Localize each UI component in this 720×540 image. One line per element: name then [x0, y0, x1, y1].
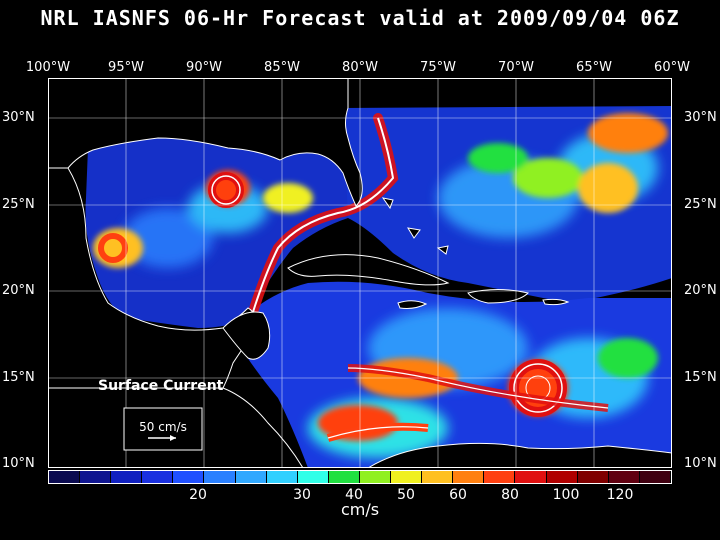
lat-label: 10°N: [2, 456, 35, 471]
legend-box: [123, 407, 203, 451]
colorbar-tick: 60: [449, 487, 467, 503]
lon-label: 90°W: [186, 60, 222, 75]
colorbar: [48, 470, 672, 484]
colorbar-swatch: [235, 471, 267, 483]
colorbar-swatch: [484, 471, 516, 483]
lat-label: 15°N: [2, 370, 35, 385]
ocean-field: [85, 106, 672, 468]
colorbar-units: cm/s: [340, 500, 380, 519]
lat-label: 25°N: [684, 197, 717, 212]
colorbar-swatch: [80, 471, 112, 483]
lon-label: 95°W: [108, 60, 144, 75]
lat-label: 10°N: [684, 456, 717, 471]
legend-reference: 50 cm/s: [139, 420, 187, 434]
graticule: [48, 78, 672, 468]
colorbar-tick: 20: [189, 487, 207, 503]
colorbar-tick: 80: [501, 487, 519, 503]
lat-label: 15°N: [684, 370, 717, 385]
lon-label: 85°W: [264, 60, 300, 75]
colorbar-swatch: [515, 471, 547, 483]
colorbar-swatch: [608, 471, 640, 483]
colorbar-swatch: [204, 471, 236, 483]
colorbar-tick: 50: [397, 487, 415, 503]
colorbar-swatch: [297, 471, 329, 483]
lat-label: 20°N: [2, 283, 35, 298]
lon-label: 75°W: [420, 60, 456, 75]
colorbar-swatch: [328, 471, 360, 483]
colorbar-swatch: [546, 471, 578, 483]
colorbar-swatch: [453, 471, 485, 483]
lon-label: 65°W: [576, 60, 612, 75]
lon-label: 80°W: [342, 60, 378, 75]
lon-label: 60°W: [654, 60, 690, 75]
lat-label: 20°N: [684, 283, 717, 298]
colorbar-swatch: [391, 471, 423, 483]
colorbar-tick: 40: [345, 487, 363, 503]
colorbar-swatch: [111, 471, 143, 483]
current-map: [48, 78, 672, 468]
lat-label: 30°N: [2, 110, 35, 125]
colorbar-swatch: [639, 471, 671, 483]
map-frame: [48, 78, 672, 468]
colorbar-swatch: [266, 471, 298, 483]
colorbar-swatch: [49, 471, 81, 483]
colorbar-tick: 120: [606, 487, 634, 503]
lat-label: 25°N: [2, 197, 35, 212]
colorbar-swatch: [359, 471, 392, 483]
colorbar-swatch: [422, 471, 454, 483]
colorbar-swatch: [142, 471, 174, 483]
land: [48, 78, 672, 468]
colorbar-swatch: [173, 471, 205, 483]
colorbar-tick: 100: [552, 487, 580, 503]
legend-title: Surface Current: [98, 378, 224, 394]
lon-label: 70°W: [498, 60, 534, 75]
colorbar-tick: 30: [293, 487, 311, 503]
map-title: NRL IASNFS 06-Hr Forecast valid at 2009/…: [40, 6, 680, 30]
lat-label: 30°N: [684, 110, 717, 125]
colorbar-swatch: [577, 471, 609, 483]
lon-label: 100°W: [25, 60, 71, 75]
